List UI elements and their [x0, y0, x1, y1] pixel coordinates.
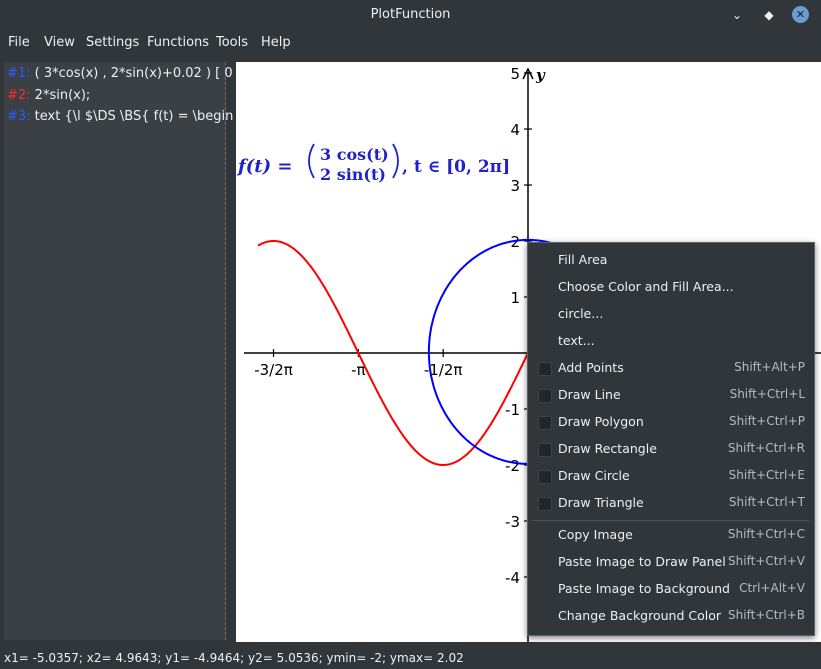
- menu-item-shortcut: Shift+Ctrl+C: [727, 527, 805, 541]
- menu-item-circle[interactable]: circle...: [528, 302, 814, 328]
- x-tick-label: -π: [351, 361, 365, 379]
- menu-item-draw-rectangle[interactable]: Draw Rectangle Shift+Ctrl+R: [528, 437, 814, 463]
- checkbox-icon: [538, 362, 552, 376]
- menu-view[interactable]: View: [44, 35, 75, 50]
- curve-sin: [257, 240, 540, 466]
- function-text: ( 3*cos(x) , 2*sin(x)+0.02 ) [ 0: [30, 66, 233, 81]
- x-ticks: -3/2π -π -1/2π: [254, 349, 462, 379]
- y-tick-label: -4: [505, 569, 520, 587]
- menu-settings[interactable]: Settings: [86, 35, 140, 50]
- menu-item-shortcut: Shift+Alt+P: [734, 360, 805, 374]
- menu-item-choose-color-fill[interactable]: Choose Color and Fill Area...: [528, 275, 814, 301]
- formula-annotation: f(t) = 3 cos(t) 2 sin(t) , t ∈ [0, 2π]: [236, 143, 510, 184]
- context-menu: Fill Area Choose Color and Fill Area... …: [527, 242, 815, 636]
- close-icon: ✕: [795, 8, 806, 21]
- y-tick-label: -2: [505, 457, 520, 475]
- status-bar: x1= -5.0357; x2= 4.9643; y1= -4.9464; y2…: [4, 651, 464, 665]
- y-tick-label: -1: [505, 401, 520, 419]
- menu-item-shortcut: Shift+Ctrl+R: [727, 441, 805, 455]
- menu-item-paste-draw-panel[interactable]: Paste Image to Draw Panel Shift+Ctrl+V: [528, 550, 814, 576]
- menu-item-label: Draw Circle: [558, 468, 630, 483]
- checkbox-icon: [538, 416, 552, 430]
- menu-item-fill-area[interactable]: Fill Area: [528, 248, 814, 274]
- menu-item-label: Paste Image to Background: [558, 581, 730, 596]
- menu-item-draw-polygon[interactable]: Draw Polygon Shift+Ctrl+P: [528, 410, 814, 436]
- menu-item-label: Choose Color and Fill Area...: [558, 279, 734, 294]
- menu-separator: [532, 520, 810, 521]
- menu-item-label: circle...: [558, 306, 604, 321]
- checkbox-icon: [538, 389, 552, 403]
- menu-help[interactable]: Help: [261, 35, 291, 50]
- checkbox-icon: [538, 497, 552, 511]
- y-tick-label: -3: [505, 513, 520, 531]
- y-tick-label: 3: [510, 177, 520, 195]
- menu-item-copy-image[interactable]: Copy Image Shift+Ctrl+C: [528, 523, 814, 549]
- menu-item-shortcut: Shift+Ctrl+T: [728, 495, 805, 509]
- title-bar: PlotFunction ⌄ ◆ ✕: [0, 0, 821, 30]
- menu-item-draw-triangle[interactable]: Draw Triangle Shift+Ctrl+T: [528, 491, 814, 517]
- function-text: text {\l $\DS \BS{ f(t) = \begin: [30, 109, 234, 124]
- menu-item-label: Draw Triangle: [558, 495, 644, 510]
- function-text: 2*sin(x);: [30, 88, 91, 103]
- menu-item-shortcut: Shift+Ctrl+V: [728, 554, 805, 568]
- function-index: #3:: [7, 109, 31, 124]
- menu-item-add-points[interactable]: Add Points Shift+Alt+P: [528, 356, 814, 382]
- formula-bottom: 2 sin(t): [320, 165, 386, 184]
- formula-top: 3 cos(t): [320, 145, 389, 164]
- function-item[interactable]: #1: ( 3*cos(x) , 2*sin(x)+0.02 ) [ 0: [7, 66, 233, 81]
- menu-item-label: Draw Line: [558, 387, 621, 402]
- checkbox-icon: [538, 443, 552, 457]
- menu-item-shortcut: Shift+Ctrl+E: [728, 468, 805, 482]
- function-item[interactable]: #3: text {\l $\DS \BS{ f(t) = \begin: [7, 109, 233, 124]
- menu-item-shortcut: Shift+Ctrl+P: [729, 414, 805, 428]
- y-tick-label: 4: [510, 121, 520, 139]
- function-index: #1:: [7, 66, 31, 81]
- menu-item-shortcut: Ctrl+Alt+V: [739, 581, 805, 595]
- menu-item-shortcut: Shift+Ctrl+L: [729, 387, 805, 401]
- menu-item-label: Paste Image to Draw Panel: [558, 554, 726, 569]
- menu-file[interactable]: File: [8, 35, 30, 50]
- menu-item-paste-background[interactable]: Paste Image to Background Ctrl+Alt+V: [528, 577, 814, 603]
- menu-item-label: text...: [558, 333, 595, 348]
- close-button[interactable]: ✕: [792, 6, 809, 23]
- y-tick-label: 5: [510, 65, 520, 83]
- function-index: #2:: [7, 88, 31, 103]
- menu-item-label: Draw Polygon: [558, 414, 644, 429]
- menu-item-label: Copy Image: [558, 527, 633, 542]
- formula-rhs: , t ∈ [0, 2π]: [402, 157, 510, 177]
- menu-item-change-bg-color[interactable]: Change Background Color Shift+Ctrl+B: [528, 604, 814, 630]
- checkbox-icon: [538, 470, 552, 484]
- paren-left-icon: [308, 143, 315, 179]
- formula-lhs: f(t) =: [236, 156, 292, 177]
- menu-tools[interactable]: Tools: [216, 35, 249, 50]
- restore-icon: ◆: [764, 8, 774, 22]
- minimize-button[interactable]: ⌄: [728, 6, 746, 24]
- menu-item-draw-line[interactable]: Draw Line Shift+Ctrl+L: [528, 383, 814, 409]
- x-tick-label: -3/2π: [254, 361, 293, 379]
- y-tick-label: 2: [510, 233, 520, 251]
- menu-bar: File View Settings Functions Tools Help: [0, 30, 821, 56]
- minimize-icon: ⌄: [731, 8, 743, 22]
- menu-item-draw-circle[interactable]: Draw Circle Shift+Ctrl+E: [528, 464, 814, 490]
- x-tick-label: -1/2π: [424, 361, 463, 379]
- function-item[interactable]: #2: 2*sin(x);: [7, 88, 90, 103]
- menu-item-text[interactable]: text...: [528, 329, 814, 355]
- menu-item-label: Draw Rectangle: [558, 441, 657, 456]
- menu-item-label: Change Background Color: [558, 608, 722, 623]
- menu-item-label: Fill Area: [558, 252, 608, 267]
- y-axis-arrow-icon: [522, 67, 534, 80]
- y-axis-label: y: [535, 66, 546, 84]
- paren-right-icon: [392, 143, 399, 179]
- window-title: PlotFunction: [370, 7, 451, 22]
- menu-item-label: Add Points: [558, 360, 624, 375]
- function-list-panel[interactable]: #1: ( 3*cos(x) , 2*sin(x)+0.02 ) [ 0 #2:…: [4, 62, 233, 640]
- menu-item-shortcut: Shift+Ctrl+B: [728, 608, 805, 622]
- y-tick-label: 1: [510, 289, 520, 307]
- menu-functions[interactable]: Functions: [147, 35, 210, 50]
- maximize-button[interactable]: ◆: [760, 6, 778, 24]
